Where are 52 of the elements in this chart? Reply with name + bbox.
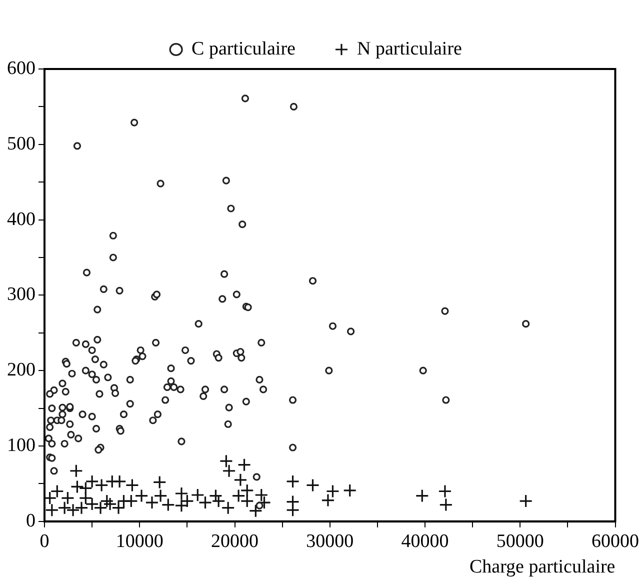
x-tick-label: 50000 [496,530,544,552]
point [237,458,252,472]
point [174,498,188,512]
point [45,503,59,517]
point [240,484,254,498]
point [74,501,88,515]
point [94,478,108,492]
point [286,474,300,488]
x-tick-label: 0 [40,530,50,552]
y-tick-label: 500 [7,133,36,154]
point [152,475,166,489]
y-tick-label: 400 [7,208,36,230]
point [125,478,140,492]
point [44,491,57,505]
x-tick-label: 20000 [211,530,258,552]
y-tick-label: 600 [7,58,36,79]
x-tick-label: 60000 [592,530,639,552]
y-tick-label: 100 [7,434,36,456]
point [326,484,340,498]
point [112,474,126,488]
x-tick-label: 30000 [306,530,354,552]
point [321,493,335,508]
point [286,503,300,517]
point [415,488,429,503]
point [219,454,233,468]
x-axis-title: Charge particulaire [469,556,616,578]
point [343,484,357,498]
point [248,504,262,518]
legend-label: N particulaire [356,38,462,60]
point [438,484,452,498]
y-tick-label: 200 [7,360,36,381]
point [58,501,72,515]
point [134,488,148,503]
point [100,494,114,508]
legend-label: C particulaire [192,38,296,60]
x-tick-label: 40000 [401,530,449,552]
point [145,496,159,510]
point [306,478,320,492]
point [116,494,131,508]
point [222,464,236,478]
y-tick-label: 0 [26,510,36,532]
point [519,494,533,508]
point [60,491,75,505]
point [234,473,248,487]
x-tick-label: 10000 [116,530,164,552]
y-tick-label: 300 [7,284,36,306]
point [439,498,453,512]
point [85,474,99,488]
point [66,503,80,517]
point [69,464,83,478]
point [70,480,84,494]
point [50,484,64,498]
